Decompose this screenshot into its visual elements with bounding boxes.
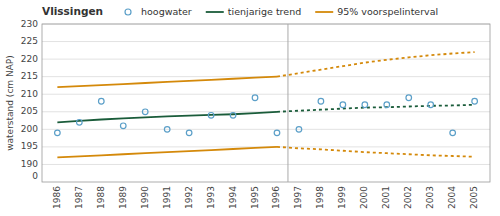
x-tick-label: 2003 — [425, 186, 435, 209]
legend-label: tienjarige trend — [228, 6, 301, 17]
legend: Vlissingen hoogwater tienjarige trend 95% v… — [42, 5, 438, 17]
chart-title: Vlissingen — [42, 5, 103, 17]
scatter-point — [406, 95, 412, 101]
series-line — [277, 105, 475, 112]
y-axis-label: waterstand (cm NAP) — [5, 55, 15, 151]
annotation: 0 — [32, 171, 38, 181]
y-tick-label: 230 — [21, 19, 38, 29]
scatter-point — [252, 95, 258, 101]
scatter-point — [98, 98, 104, 104]
reference-line — [287, 24, 288, 182]
scatter-point — [208, 112, 214, 118]
scatter-point — [55, 130, 61, 136]
plot-frame — [42, 24, 490, 182]
scatter-point — [274, 130, 280, 136]
y-tick-label: 190 — [21, 159, 38, 169]
series-line — [277, 52, 475, 77]
legend-marker — [125, 9, 131, 15]
scatter-point — [230, 112, 236, 118]
scatter-point — [318, 98, 324, 104]
x-tick-label: 2002 — [403, 186, 413, 209]
scatter-point — [164, 127, 170, 133]
x-tick-label: 2001 — [381, 186, 391, 209]
series-line — [57, 147, 277, 158]
plot-data — [55, 24, 478, 182]
scatter-point — [186, 130, 192, 136]
scatter-point — [472, 98, 478, 104]
x-tick-label: 1998 — [315, 186, 325, 209]
y-tick-label: 205 — [21, 106, 38, 116]
y-tick-label: 215 — [21, 71, 38, 81]
scatter-point — [142, 109, 148, 115]
grid-line — [42, 164, 490, 165]
x-tick-label: 1992 — [184, 186, 194, 209]
axes: 190 195 200 205 210 215 220 225 230 1986 1987 1988 1… — [5, 19, 480, 209]
x-tick-label: 1991 — [162, 186, 172, 209]
series-line — [57, 112, 277, 123]
grid-line — [42, 94, 490, 95]
x-tick-label: 1999 — [337, 186, 347, 209]
scatter-point — [77, 120, 83, 126]
legend-marker — [315, 11, 333, 13]
x-tick-label: 2004 — [447, 186, 457, 209]
scatter-point — [340, 102, 346, 108]
x-tick-label: 1989 — [118, 186, 128, 209]
x-tick-label: 1997 — [293, 186, 303, 209]
x-tick-label: 1986 — [52, 186, 62, 209]
legend-label: 95% voorspelinterval — [337, 6, 438, 17]
x-tick-label: 1993 — [206, 186, 216, 209]
y-tick-label: 220 — [21, 54, 38, 64]
y-tick-label: 210 — [21, 89, 38, 99]
x-tick-label: 1996 — [271, 186, 281, 209]
series-line — [57, 77, 277, 88]
scatter-point — [120, 123, 126, 129]
chart: 190 195 200 205 210 215 220 225 230 1986 1987 1988 1… — [0, 0, 500, 216]
scatter-point — [428, 102, 434, 108]
y-tick-label: 225 — [21, 36, 38, 46]
x-tick-label: 1988 — [96, 186, 106, 209]
grid-line — [42, 129, 490, 130]
scatter-point — [362, 102, 368, 108]
x-tick-label: 2005 — [469, 186, 479, 209]
x-tick-label: 1990 — [140, 186, 150, 209]
grid-line — [42, 41, 490, 42]
legend-marker — [206, 11, 224, 13]
scatter-point — [450, 130, 456, 136]
grid — [42, 24, 490, 164]
x-tick-label: 1995 — [250, 186, 260, 209]
x-tick-label: 1994 — [228, 186, 238, 209]
scatter-point — [384, 102, 390, 108]
y-tick-label: 195 — [21, 141, 38, 151]
x-tick-label: 2000 — [359, 186, 369, 209]
grid-line — [42, 59, 490, 60]
scatter-point — [296, 127, 302, 133]
y-tick-label: 200 — [21, 124, 38, 134]
x-tick-label: 1987 — [74, 186, 84, 209]
series-line — [277, 147, 475, 157]
legend-label: hoogwater — [141, 6, 192, 17]
